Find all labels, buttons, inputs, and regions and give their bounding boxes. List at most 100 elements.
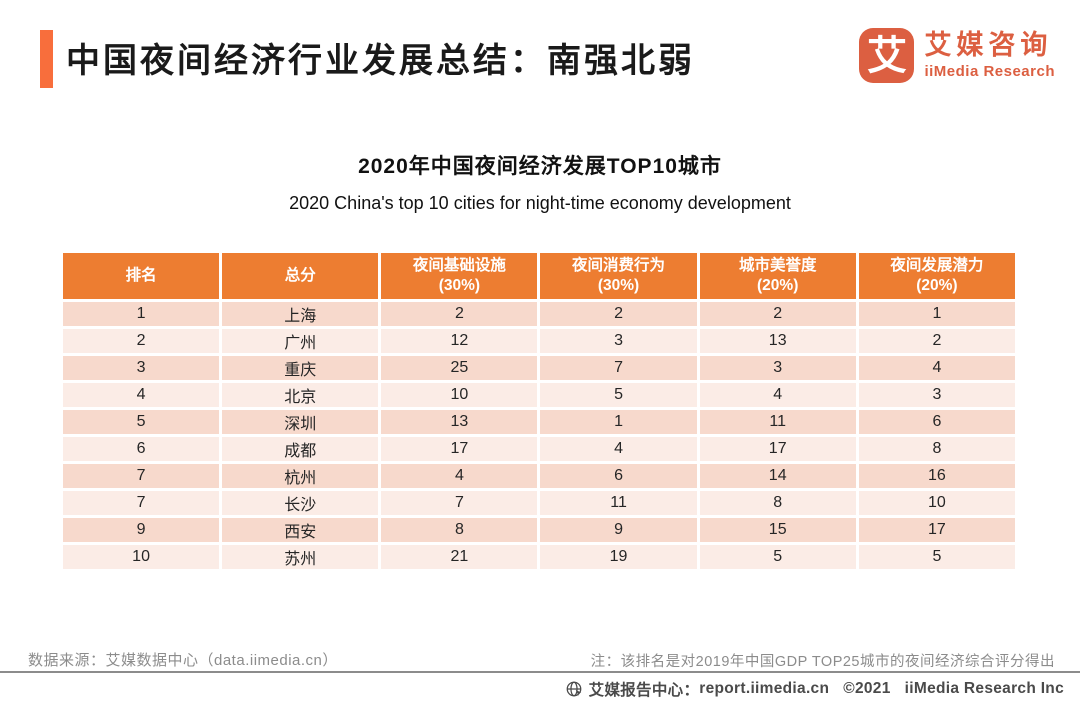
iimedia-logo-icon: 艾 — [859, 28, 915, 83]
table-cell: 深圳 — [222, 410, 379, 434]
table-cell: 广州 — [222, 329, 379, 353]
table-cell: 7 — [63, 464, 220, 488]
table-row: 3 重庆 25 7 3 4 — [63, 356, 1015, 380]
table-cell: 7 — [540, 356, 697, 380]
column-header: 夜间消费行为 (30%) — [540, 253, 697, 299]
top10-cities-table: 排名 总分 夜间基础设施 (30%) 夜间消费行为 (30%) 城市美誉度 (20%) 夜间发展… — [60, 250, 1018, 572]
logo-name-cn: 艾媒咨询 — [924, 30, 1053, 61]
table-cell: 25 — [381, 356, 538, 380]
page-title: 中国夜间经济行业发展总结：南强北弱 — [66, 42, 695, 80]
table-cell: 17 — [381, 437, 538, 461]
table-cell: 9 — [540, 518, 697, 542]
table-cell: 1 — [63, 302, 220, 326]
table-cell: 2 — [699, 302, 856, 326]
column-header: 总分 — [222, 253, 379, 299]
table-cell: 2 — [63, 329, 220, 353]
table-cell: 15 — [699, 518, 856, 542]
logo-glyph: 艾 — [866, 33, 907, 78]
table-cell: 10 — [63, 545, 220, 569]
page-footer: 艾媒报告中心： report.iimedia.cn ©2021 iiMedia … — [565, 678, 1064, 700]
table-cell: 17 — [699, 437, 856, 461]
globe-icon — [565, 680, 583, 698]
copyright-text: ©2021 — [843, 680, 891, 697]
table-cell: 5 — [858, 545, 1015, 569]
table-cell: 17 — [858, 518, 1015, 542]
table-cell: 4 — [699, 383, 856, 407]
table-cell: 7 — [63, 491, 220, 515]
table-cell: 4 — [540, 437, 697, 461]
data-source-text: 数据来源：艾媒数据中心（data.iimedia.cn） — [28, 652, 338, 669]
table-header-row: 排名 总分 夜间基础设施 (30%) 夜间消费行为 (30%) 城市美誉度 (20%) 夜间发展… — [63, 253, 1015, 299]
report-url: report.iimedia.cn — [699, 680, 830, 697]
table-cell: 13 — [381, 410, 538, 434]
table-cell: 1 — [858, 302, 1015, 326]
table-cell: 8 — [381, 518, 538, 542]
table-cell: 7 — [381, 491, 538, 515]
table-cell: 6 — [540, 464, 697, 488]
table-cell: 5 — [63, 410, 220, 434]
table-cell: 10 — [858, 491, 1015, 515]
table-cell: 12 — [381, 329, 538, 353]
table-cell: 14 — [699, 464, 856, 488]
logo-name-en: iiMedia Research — [924, 62, 1055, 80]
table-cell: 4 — [63, 383, 220, 407]
ranking-note-text: 注：该排名是对2019年中国GDP TOP25城市的夜间经济综合评分得出 — [590, 654, 1055, 670]
table-cell: 11 — [540, 491, 697, 515]
table-cell: 13 — [699, 329, 856, 353]
column-header: 排名 — [63, 253, 220, 299]
table-cell: 3 — [540, 329, 697, 353]
table-cell: 19 — [540, 545, 697, 569]
table-row: 6 成都 17 4 17 8 — [63, 437, 1015, 461]
company-name: iiMedia Research Inc — [904, 680, 1064, 697]
table-cell: 8 — [858, 437, 1015, 461]
table-cell: 3 — [858, 383, 1015, 407]
table-row: 9 西安 8 9 15 17 — [63, 518, 1015, 542]
table-cell: 2 — [540, 302, 697, 326]
title-accent-bar — [40, 30, 53, 88]
table-cell: 6 — [63, 437, 220, 461]
brand-logo: 艾 艾媒咨询 iiMedia Research — [859, 28, 1055, 83]
table-row: 1 上海 2 2 2 1 — [63, 302, 1015, 326]
table-cell: 5 — [699, 545, 856, 569]
table-cell: 苏州 — [222, 545, 379, 569]
table-cell: 11 — [699, 410, 856, 434]
table-title-en: 2020 China's top 10 cities for night-tim… — [289, 193, 791, 213]
table-cell: 2 — [858, 329, 1015, 353]
table-cell: 2 — [381, 302, 538, 326]
table-cell: 21 — [381, 545, 538, 569]
table-body: 1 上海 2 2 2 1 2 广州 12 3 13 2 3 重庆 25 7 3 4 4 北京 10 5 4 3 5 深圳 13 1 11… — [63, 302, 1015, 569]
table-row: 5 深圳 13 1 11 6 — [63, 410, 1015, 434]
column-header: 夜间发展潜力 (20%) — [858, 253, 1015, 299]
table-cell: 4 — [381, 464, 538, 488]
table-cell: 长沙 — [222, 491, 379, 515]
table-row: 4 北京 10 5 4 3 — [63, 383, 1015, 407]
table-cell: 成都 — [222, 437, 379, 461]
table-cell: 16 — [858, 464, 1015, 488]
header-row: 排名 总分 夜间基础设施 (30%) 夜间消费行为 (30%) 城市美誉度 (20%) 夜间发展… — [63, 253, 1015, 299]
table-row: 10 苏州 21 19 5 5 — [63, 545, 1015, 569]
table-cell: 重庆 — [222, 356, 379, 380]
table-cell: 6 — [858, 410, 1015, 434]
table-cell: 4 — [858, 356, 1015, 380]
table-cell: 3 — [63, 356, 220, 380]
column-header: 夜间基础设施 (30%) — [381, 253, 538, 299]
table-cell: 5 — [540, 383, 697, 407]
table-cell: 杭州 — [222, 464, 379, 488]
footer-divider — [0, 671, 1080, 673]
table-cell: 1 — [540, 410, 697, 434]
table-row: 7 杭州 4 6 14 16 — [63, 464, 1015, 488]
table-cell: 西安 — [222, 518, 379, 542]
column-header: 城市美誉度 (20%) — [699, 253, 856, 299]
table-cell: 3 — [699, 356, 856, 380]
page-header: 中国夜间经济行业发展总结：南强北弱 艾 艾媒咨询 iiMedia Researc… — [0, 0, 1080, 100]
report-center-label: 艾媒报告中心： — [588, 682, 700, 699]
table-cell: 北京 — [222, 383, 379, 407]
table-cell: 10 — [381, 383, 538, 407]
table-cell: 上海 — [222, 302, 379, 326]
table-title-cn: 2020年中国夜间经济发展TOP10城市 — [358, 155, 722, 178]
table-cell: 9 — [63, 518, 220, 542]
table-row: 2 广州 12 3 13 2 — [63, 329, 1015, 353]
logo-text: 艾媒咨询 iiMedia Research — [924, 30, 1055, 80]
table-row: 7 长沙 7 11 8 10 — [63, 491, 1015, 515]
